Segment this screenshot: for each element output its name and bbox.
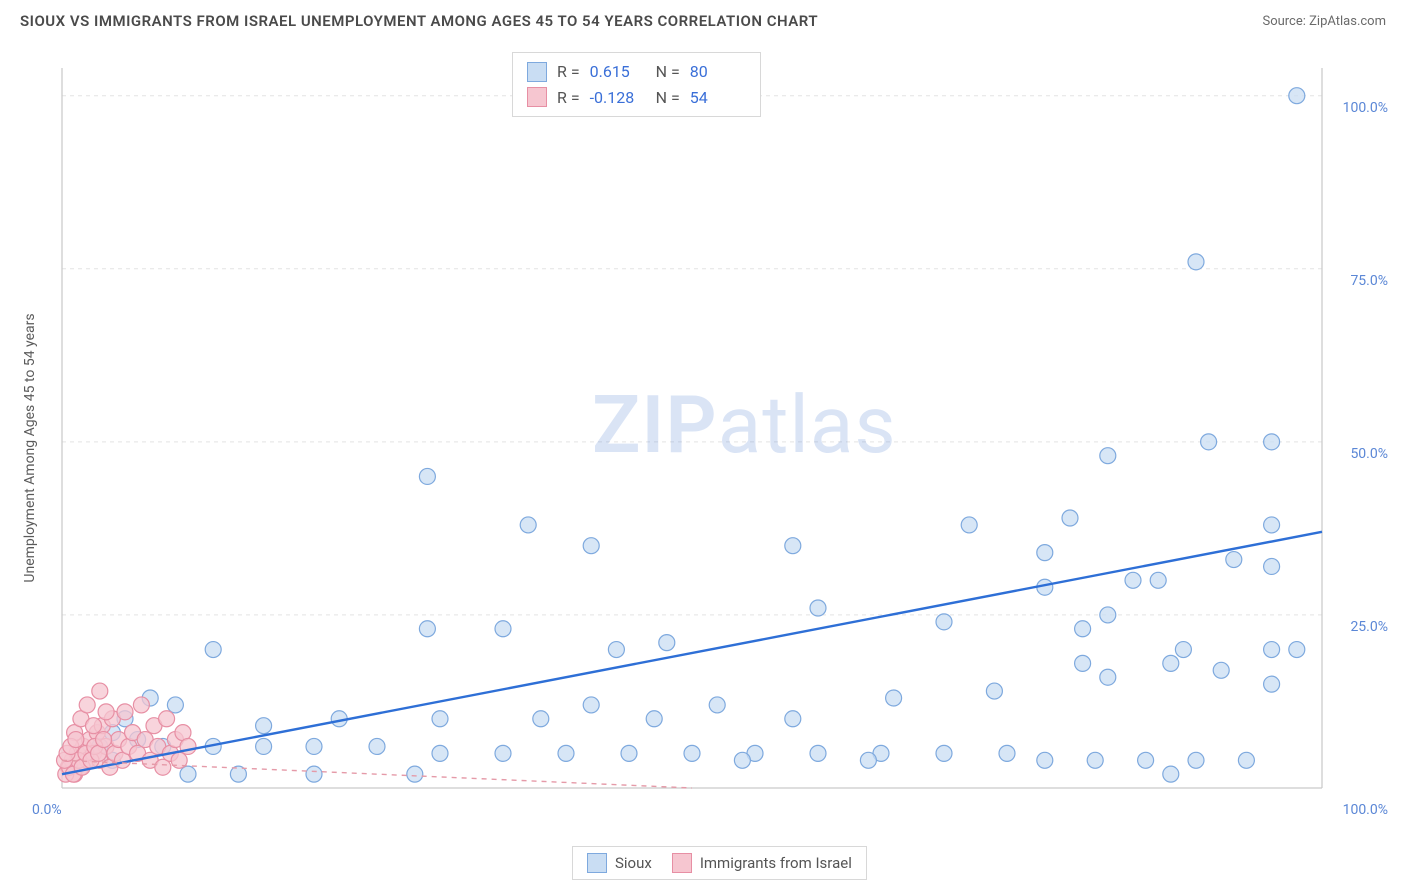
stats-n-label: N = (656, 85, 680, 111)
stats-row-israel: R = -0.128 N = 54 (527, 85, 746, 111)
legend-swatch-icon (672, 853, 692, 873)
series-legend: Sioux Immigrants from Israel (572, 846, 867, 880)
legend-label: Sioux (615, 854, 652, 872)
chart-header: SIOUX VS IMMIGRANTS FROM ISRAEL UNEMPLOY… (0, 0, 1406, 38)
source-name: ZipAtlas.com (1309, 14, 1386, 29)
chart-title: SIOUX VS IMMIGRANTS FROM ISRAEL UNEMPLOY… (20, 12, 818, 30)
legend-item-israel: Immigrants from Israel (672, 853, 852, 873)
stats-n-value: 54 (690, 85, 746, 111)
stats-swatch-icon (527, 87, 547, 107)
stats-r-value: 0.615 (590, 59, 646, 85)
legend-item-sioux: Sioux (587, 853, 652, 873)
stats-r-label: R = (557, 59, 580, 85)
y-tick-label: 75.0% (1350, 273, 1388, 289)
legend-label: Immigrants from Israel (700, 854, 852, 872)
stats-n-value: 80 (690, 59, 746, 85)
legend-swatch-icon (587, 853, 607, 873)
stats-row-sioux: R = 0.615 N = 80 (527, 59, 746, 85)
stats-r-label: R = (557, 85, 580, 111)
x-max-label: 100.0% (1343, 802, 1388, 818)
scatter-plot (52, 48, 1332, 818)
correlation-stats-box: R = 0.615 N = 80 R = -0.128 N = 54 (512, 52, 761, 117)
y-tick-label: 100.0% (1343, 100, 1388, 116)
stats-swatch-icon (527, 62, 547, 82)
chart-area: Unemployment Among Ages 45 to 54 years Z… (52, 48, 1392, 848)
y-tick-label: 50.0% (1350, 446, 1388, 462)
source-label: Source: (1262, 14, 1309, 29)
stats-r-value: -0.128 (590, 85, 646, 111)
source-attribution: Source: ZipAtlas.com (1262, 14, 1386, 29)
y-tick-label: 25.0% (1350, 619, 1388, 635)
stats-n-label: N = (656, 59, 680, 85)
x-origin-label: 0.0% (32, 802, 62, 818)
